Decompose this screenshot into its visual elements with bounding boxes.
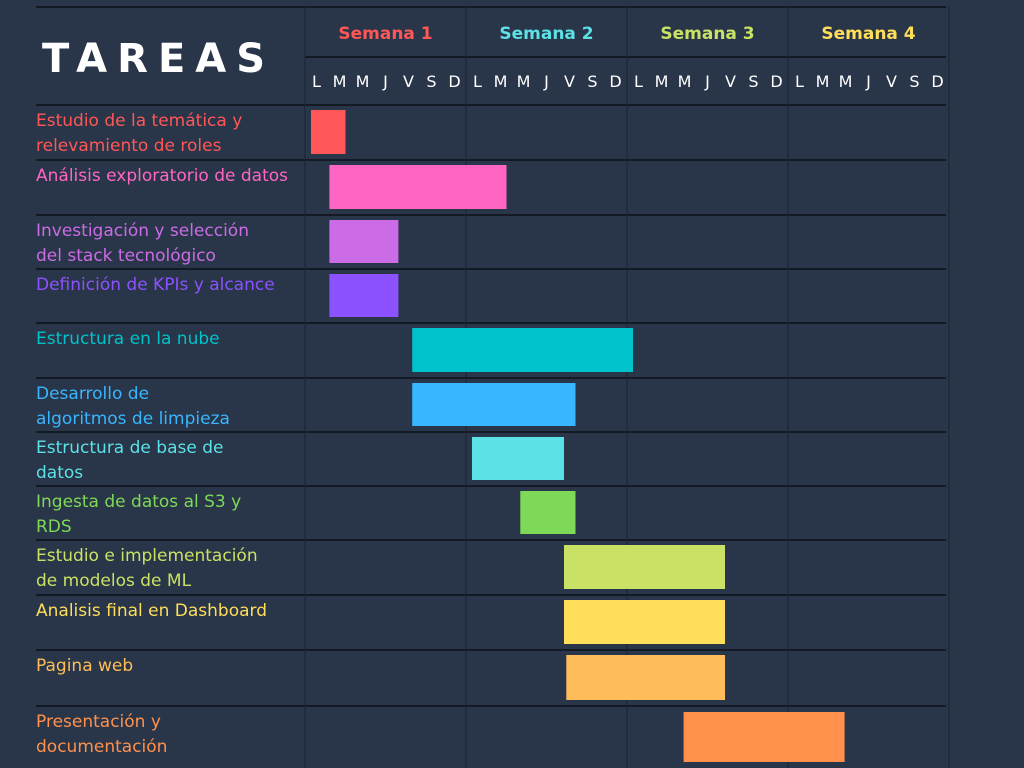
week-label: Semana 2: [499, 24, 593, 44]
task-label: Definición de KPIs y alcance: [36, 275, 275, 295]
day-label: S: [587, 72, 597, 91]
day-label: S: [909, 72, 919, 91]
day-label: M: [356, 72, 370, 91]
day-label: M: [655, 72, 669, 91]
task-label: Desarrollo de: [36, 384, 149, 404]
task-label: del stack tecnológico: [36, 246, 216, 266]
task-bar: [329, 220, 399, 263]
day-label: J: [704, 72, 710, 91]
task-bar: [329, 274, 399, 317]
task-label: Pagina web: [36, 656, 133, 676]
day-label: V: [403, 72, 414, 91]
task-bar: [683, 712, 845, 762]
chart-title: TAREAS: [42, 36, 275, 82]
task-label: algoritmos de limpieza: [36, 409, 230, 429]
task-bar: [564, 600, 725, 644]
task-bar: [566, 655, 725, 700]
task-bar: [564, 545, 725, 589]
task-label: de modelos de ML: [36, 571, 192, 591]
task-label: Investigación y selección: [36, 221, 249, 241]
task-bar: [412, 383, 576, 426]
task-bar: [412, 328, 633, 372]
task-label: relevamiento de roles: [36, 136, 222, 156]
task-label: datos: [36, 463, 83, 483]
day-label: D: [609, 72, 621, 91]
day-label: V: [725, 72, 736, 91]
week-label: Semana 1: [338, 24, 432, 44]
day-label: L: [795, 72, 804, 91]
task-label: Ingesta de datos al S3 y: [36, 492, 241, 512]
day-label: S: [426, 72, 436, 91]
day-label: L: [634, 72, 643, 91]
day-label: J: [865, 72, 871, 91]
day-label: V: [886, 72, 897, 91]
day-label: M: [816, 72, 830, 91]
task-label: documentación: [36, 737, 167, 757]
task-label: Estructura de base de: [36, 438, 223, 458]
day-label: S: [748, 72, 758, 91]
grid: [36, 6, 950, 768]
task-bars: [311, 110, 845, 762]
task-bar: [311, 110, 346, 154]
day-label: M: [333, 72, 347, 91]
day-label: D: [448, 72, 460, 91]
task-label: Estudio de la temática y: [36, 111, 242, 131]
week-label: Semana 3: [660, 24, 754, 44]
day-label: L: [312, 72, 321, 91]
day-label: M: [494, 72, 508, 91]
week-label: Semana 4: [821, 24, 915, 44]
task-label: Analisis final en Dashboard: [36, 601, 267, 621]
task-label: Presentación y: [36, 712, 161, 732]
task-label: Estructura en la nube: [36, 329, 220, 349]
day-label: V: [564, 72, 575, 91]
day-label: L: [473, 72, 482, 91]
task-bar: [520, 491, 576, 534]
task-label: Análisis exploratorio de datos: [36, 166, 288, 186]
day-label: J: [543, 72, 549, 91]
day-label: M: [678, 72, 692, 91]
task-label: Estudio e implementación: [36, 546, 258, 566]
day-label: J: [382, 72, 388, 91]
task-bar: [472, 437, 564, 480]
day-label: D: [770, 72, 782, 91]
task-bar: [329, 165, 507, 209]
day-label: M: [517, 72, 531, 91]
day-label: D: [931, 72, 943, 91]
task-label: RDS: [36, 517, 72, 537]
day-label: M: [839, 72, 853, 91]
